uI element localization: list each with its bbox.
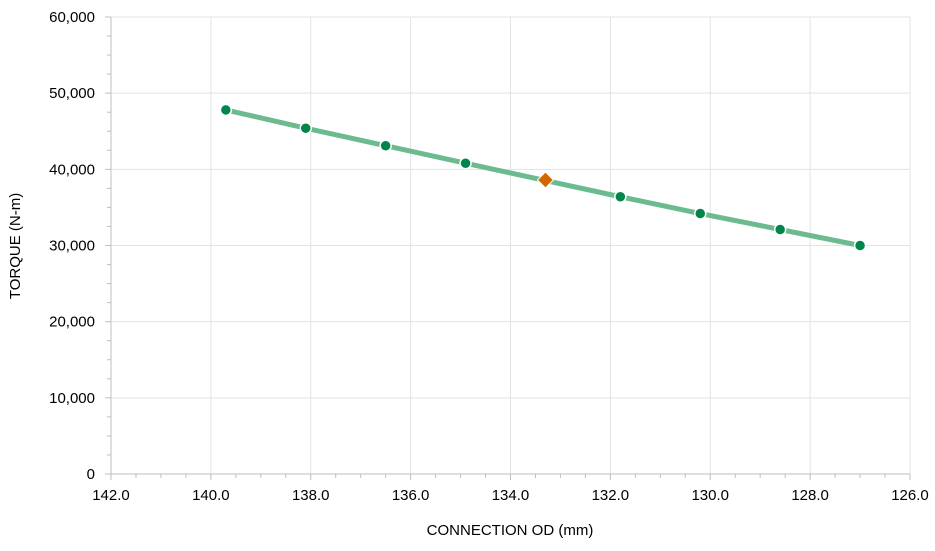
y-tick-label: 10,000 — [49, 390, 95, 407]
data-point — [219, 103, 233, 117]
y-axis-title: TORQUE (N-m) — [7, 193, 24, 299]
data-point — [853, 239, 867, 252]
y-tick-label: 30,000 — [49, 238, 95, 255]
x-tick-label: 142.0 — [92, 487, 130, 504]
series-plot — [219, 103, 867, 252]
x-tick-label: 140.0 — [192, 487, 230, 504]
y-tick-label: 0 — [87, 466, 95, 483]
data-point — [773, 223, 787, 236]
x-tick-label: 138.0 — [292, 487, 330, 504]
x-tick-label: 128.0 — [791, 487, 829, 504]
data-point — [694, 207, 707, 220]
data-point — [379, 139, 392, 152]
y-tick-label: 60,000 — [49, 9, 95, 26]
y-tick-label: 20,000 — [49, 314, 95, 331]
x-tick-label: 136.0 — [392, 487, 430, 504]
x-tick-label: 134.0 — [492, 487, 530, 504]
data-point-diamond — [536, 171, 555, 189]
y-tick-label: 40,000 — [49, 161, 95, 178]
grid — [111, 16, 911, 474]
data-point — [299, 121, 313, 135]
x-tick-label: 132.0 — [592, 487, 630, 504]
axes — [105, 16, 911, 480]
tick-labels: 142.0 140.0 138.0 136.0 134.0 132.0 130.0 128.0… — [49, 9, 929, 504]
data-point — [459, 156, 472, 170]
x-tick-label: 130.0 — [691, 487, 729, 504]
x-tick-label: 126.0 — [891, 487, 929, 504]
y-tick-label: 50,000 — [49, 85, 95, 102]
x-axis-title: CONNECTION OD (mm) — [427, 522, 594, 539]
data-point — [614, 190, 627, 204]
